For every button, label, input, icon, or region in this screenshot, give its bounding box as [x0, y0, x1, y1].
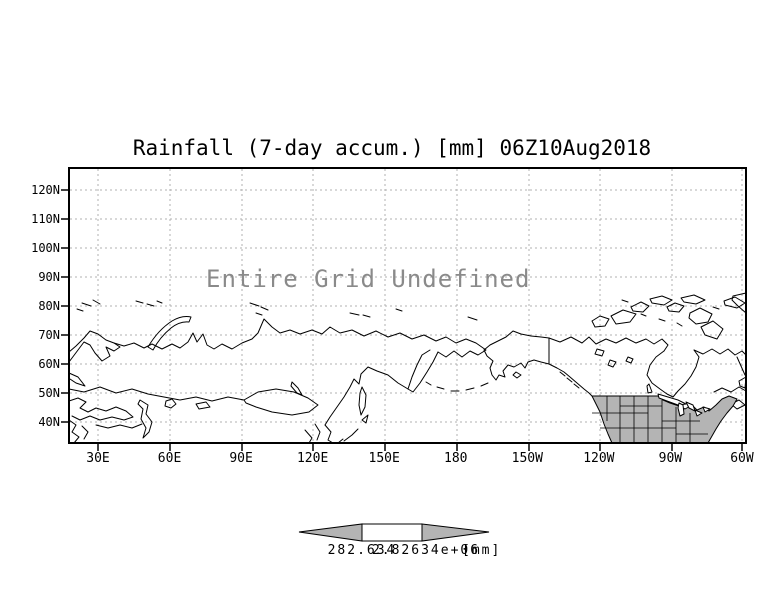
lat-tick-label: 80N — [38, 299, 60, 313]
lon-tick-label: 60W — [730, 451, 754, 466]
lon-tick-label: 90W — [658, 451, 683, 466]
us-shaded-region — [591, 393, 738, 444]
gridlines — [70, 169, 745, 442]
us-state-borders — [592, 396, 708, 443]
lon-tick-label: 60E — [157, 451, 182, 466]
colorbar-max-label: 2.82634e+06 — [371, 543, 481, 558]
plot-title: Rainfall (7-day accum.) [mm] 06Z10Aug201… — [132, 136, 652, 160]
great-lakes — [657, 393, 711, 417]
lon-ticks — [97, 443, 743, 451]
lon-tick-label: 30E — [86, 451, 110, 466]
colorbar-box — [361, 523, 423, 542]
map-frame — [61, 167, 747, 451]
undefined-grid-message: Entire Grid Undefined — [206, 265, 531, 293]
colorbar-arrow-right — [421, 523, 490, 542]
lon-tick-label: 120E — [296, 451, 329, 466]
lat-tick-label: 120N — [31, 183, 60, 197]
lat-tick-label: 70N — [38, 328, 60, 342]
lat-tick-label: 40N — [38, 415, 60, 429]
coastlines-eurasia — [68, 299, 487, 444]
lon-tick-label: 120W — [583, 451, 615, 466]
lat-tick-label: 90N — [38, 270, 60, 284]
lat-tick-label: 50N — [38, 386, 60, 400]
lat-tick-label: 100N — [31, 241, 60, 255]
coastlines-north-america — [425, 292, 747, 410]
lon-tick-label: 150W — [511, 451, 543, 466]
lon-tick-label: 90E — [229, 451, 253, 466]
colorbar-unit-label: [mm] — [462, 543, 502, 558]
colorbar-min-label: 282.634 — [327, 543, 397, 558]
lat-tick-label: 60N — [38, 357, 60, 371]
lat-tick-label: 110N — [31, 212, 60, 226]
lat-ticks — [61, 189, 69, 423]
colorbar — [298, 523, 490, 542]
lon-tick-label: 150E — [368, 451, 400, 466]
colorbar-arrow-left — [298, 523, 363, 542]
lon-tick-label: 180 — [444, 451, 468, 466]
